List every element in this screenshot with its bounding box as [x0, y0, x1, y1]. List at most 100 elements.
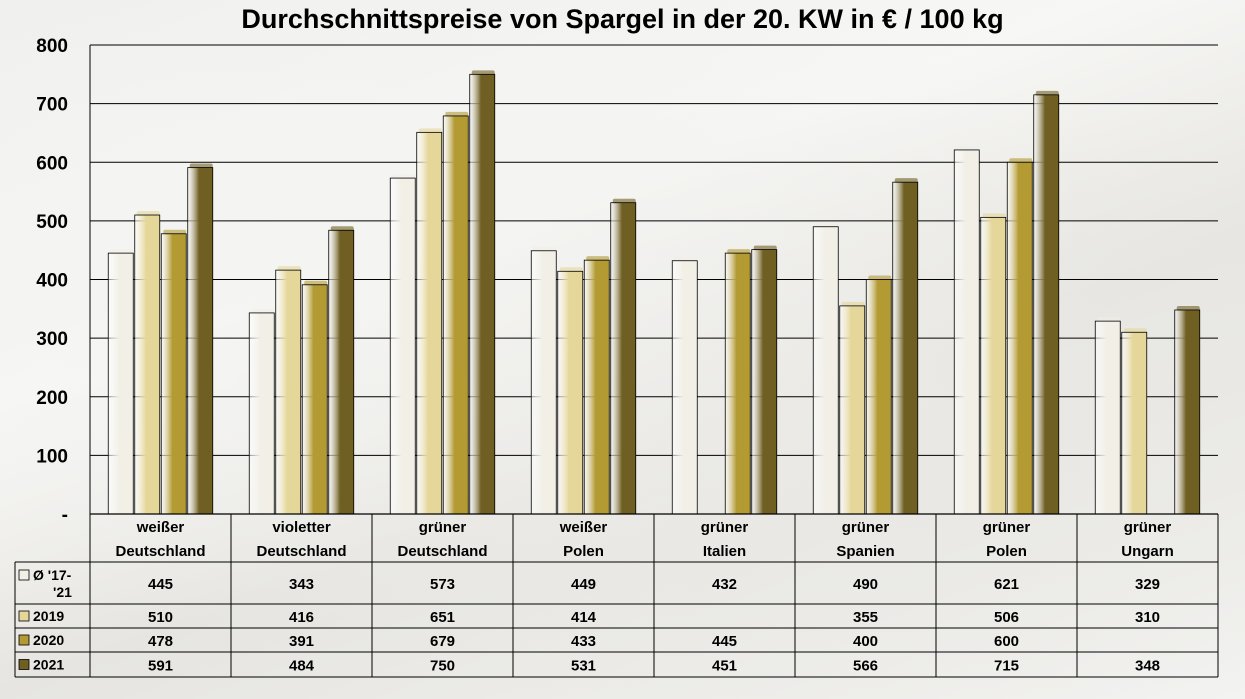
table-cell-value: 506 [994, 609, 1019, 626]
bar [160, 233, 187, 515]
y-tick-label: - [62, 505, 68, 526]
category-label: weißer [559, 519, 608, 536]
table-cell-value: 566 [853, 658, 878, 675]
bar [892, 181, 919, 515]
legend-swatch [18, 610, 30, 622]
table-cell-value: 445 [712, 633, 737, 650]
category-label: weißer [136, 519, 185, 536]
table-cell-value: 750 [430, 658, 455, 675]
category-label: grüner [983, 519, 1031, 536]
bar [1121, 331, 1148, 515]
table-cell-value: 416 [289, 609, 314, 626]
bar [301, 284, 328, 515]
table-cell-value: 310 [1135, 609, 1160, 626]
table-cell-value: 451 [712, 658, 737, 675]
y-tick-label: 400 [36, 271, 68, 292]
bar [389, 177, 416, 515]
y-tick-label: 700 [36, 95, 68, 116]
table-cell-value: 432 [712, 576, 737, 593]
y-tick-label: 100 [36, 446, 68, 467]
bar [751, 249, 778, 515]
table-cell-value: 449 [571, 576, 596, 593]
y-axis: - 100 200 300 400 500 600 700 800 [36, 36, 91, 526]
table-cell-value: 343 [289, 576, 314, 593]
table-cell-value: 573 [430, 576, 455, 593]
bar [187, 167, 214, 515]
y-tick-label: 800 [36, 36, 68, 57]
legend-swatch [18, 569, 30, 581]
category-label: grüner [842, 519, 890, 536]
table-cell-value: 355 [853, 609, 878, 626]
table-cell-value: 510 [148, 609, 173, 626]
table-cell-value: 484 [289, 658, 315, 675]
bar [107, 252, 134, 515]
bar [530, 250, 557, 515]
bar [1006, 161, 1033, 515]
table-cell-value: 414 [571, 609, 597, 626]
bar [416, 131, 443, 515]
series-name: '21 [53, 584, 72, 600]
table-cell-value: 490 [853, 576, 878, 593]
category-label: Deutschland [115, 543, 205, 560]
bar [1033, 94, 1060, 515]
category-label: grüner [701, 519, 749, 536]
legend-swatch [18, 659, 30, 670]
series-name: 2021 [33, 657, 64, 673]
table-cell-value: 715 [994, 658, 1019, 675]
category-label: Deutschland [256, 543, 346, 560]
bar [557, 270, 584, 515]
category-label: grüner [1124, 519, 1172, 536]
table-cell-value: 400 [853, 633, 878, 650]
table-cell-value: 591 [148, 658, 173, 675]
bar [442, 115, 469, 515]
bar [724, 252, 751, 515]
category-label: Polen [986, 543, 1027, 560]
table-cell-value: 679 [430, 633, 455, 650]
table-cell-value: 478 [148, 633, 173, 650]
bar [248, 312, 275, 515]
bar [1094, 320, 1121, 515]
table-cell-value: 433 [571, 633, 596, 650]
y-tick-label: 500 [36, 212, 68, 233]
y-tick-label: 600 [36, 153, 68, 174]
table-cell-value: 651 [430, 609, 455, 626]
bar [469, 73, 496, 515]
table-cell-value: 621 [994, 576, 1019, 593]
data-table: weißer Deutschland violetter Deutschland grü… [14, 513, 1219, 678]
table-cell-value: 600 [994, 633, 1019, 650]
bar [1174, 309, 1201, 515]
bar [328, 229, 355, 515]
category-label: grüner [419, 519, 467, 536]
table-cell-value: 329 [1135, 576, 1160, 593]
bar [275, 269, 302, 515]
bar [953, 149, 980, 515]
y-tick-label: 300 [36, 329, 68, 350]
category-label: violetter [272, 519, 331, 536]
y-tick-label: 200 [36, 388, 68, 409]
chart-title: Durchschnittspreise von Spargel in der 2… [241, 4, 1004, 34]
table-cell-value: 445 [148, 576, 173, 593]
bar [839, 305, 866, 515]
category-label: Italien [703, 543, 746, 560]
table-cell-value: 348 [1135, 658, 1160, 675]
series-name: 2019 [33, 608, 64, 624]
table-cell-value: 391 [289, 633, 314, 650]
category-label: Ungarn [1121, 543, 1174, 560]
bar [583, 259, 610, 515]
category-label: Polen [563, 543, 604, 560]
bar [980, 216, 1007, 515]
bar [134, 214, 161, 515]
category-label: Deutschland [397, 543, 487, 560]
bars [107, 70, 1201, 515]
series-name: Ø '17- [33, 567, 72, 583]
series-name: 2020 [33, 632, 64, 648]
bar [812, 226, 839, 515]
bar [865, 279, 892, 515]
table-cell-value: 531 [571, 658, 596, 675]
bar [671, 260, 698, 515]
bar [610, 202, 637, 515]
category-label: Spanien [836, 543, 894, 560]
legend-swatch [18, 634, 30, 646]
